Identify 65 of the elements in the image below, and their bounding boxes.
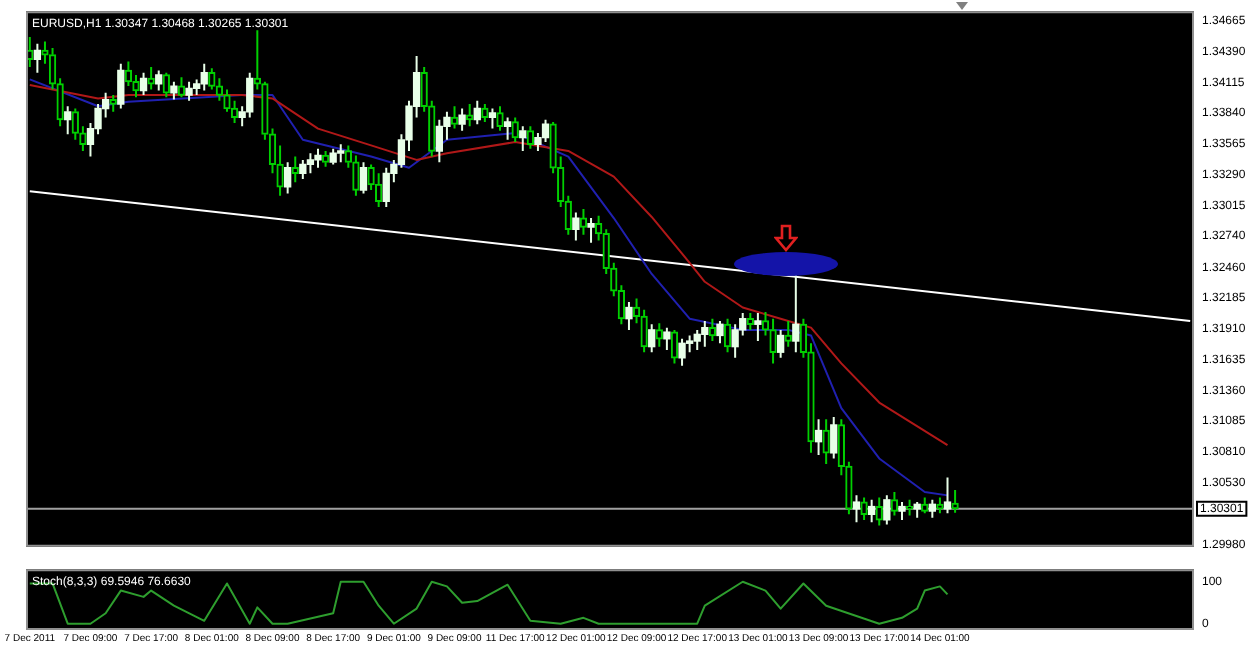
candlestick	[481, 103, 489, 123]
candlestick	[321, 149, 330, 168]
candlestick	[830, 416, 838, 460]
candlestick	[572, 211, 580, 242]
candlestick	[147, 66, 155, 91]
candlestick	[109, 94, 117, 113]
candlestick	[526, 125, 535, 150]
candlestick	[284, 161, 292, 195]
candlestick	[132, 73, 140, 99]
candlestick	[170, 80, 178, 101]
candlestick	[155, 69, 163, 92]
candlestick	[488, 107, 497, 130]
candlestick	[79, 125, 87, 152]
candlestick	[185, 80, 193, 102]
candlestick	[503, 116, 512, 141]
candlestick	[450, 105, 459, 130]
candlestick	[223, 88, 231, 113]
candlestick	[177, 76, 186, 99]
candlestick	[898, 501, 906, 521]
candlestick	[337, 143, 345, 164]
candlestick	[139, 71, 148, 97]
candlestick	[822, 418, 830, 466]
candlestick	[496, 105, 504, 132]
candlestick	[625, 300, 633, 331]
candlestick	[33, 42, 42, 74]
candlestick	[776, 328, 785, 359]
candlestick	[784, 319, 792, 348]
candlestick	[200, 62, 208, 92]
candlestick	[663, 326, 671, 351]
candlestick	[875, 496, 883, 527]
candlestick	[329, 147, 337, 166]
candlestick	[579, 208, 588, 236]
candlestick	[943, 476, 952, 515]
candlestick	[253, 29, 261, 91]
candlestick	[382, 166, 390, 208]
candlestick	[344, 144, 352, 169]
candlestick	[883, 494, 891, 526]
candlestick	[792, 272, 800, 354]
candlestick	[716, 319, 724, 345]
candlestick	[951, 489, 959, 514]
candlestick	[435, 118, 444, 164]
candlestick	[359, 161, 368, 195]
candlestick	[519, 125, 527, 152]
candlestick	[587, 217, 595, 244]
candlestick	[860, 496, 868, 521]
candlestick	[314, 147, 322, 169]
candlestick	[648, 323, 656, 354]
candlestick	[246, 71, 254, 119]
candlestick	[299, 158, 307, 180]
candlestick	[306, 152, 315, 175]
candlestick	[678, 337, 686, 367]
candlestick	[64, 105, 72, 136]
candlestick	[71, 107, 79, 141]
candlestick	[754, 312, 762, 343]
candlestick	[890, 491, 899, 517]
candlestick	[746, 312, 754, 331]
candlestick	[769, 317, 777, 365]
candlestick	[117, 62, 125, 110]
candlestick	[511, 116, 519, 144]
candlestick	[352, 154, 360, 197]
candlestick	[928, 498, 936, 519]
candlestick	[458, 107, 466, 132]
candlestick	[291, 155, 299, 184]
candlestick	[852, 494, 861, 524]
candlestick	[693, 328, 701, 351]
